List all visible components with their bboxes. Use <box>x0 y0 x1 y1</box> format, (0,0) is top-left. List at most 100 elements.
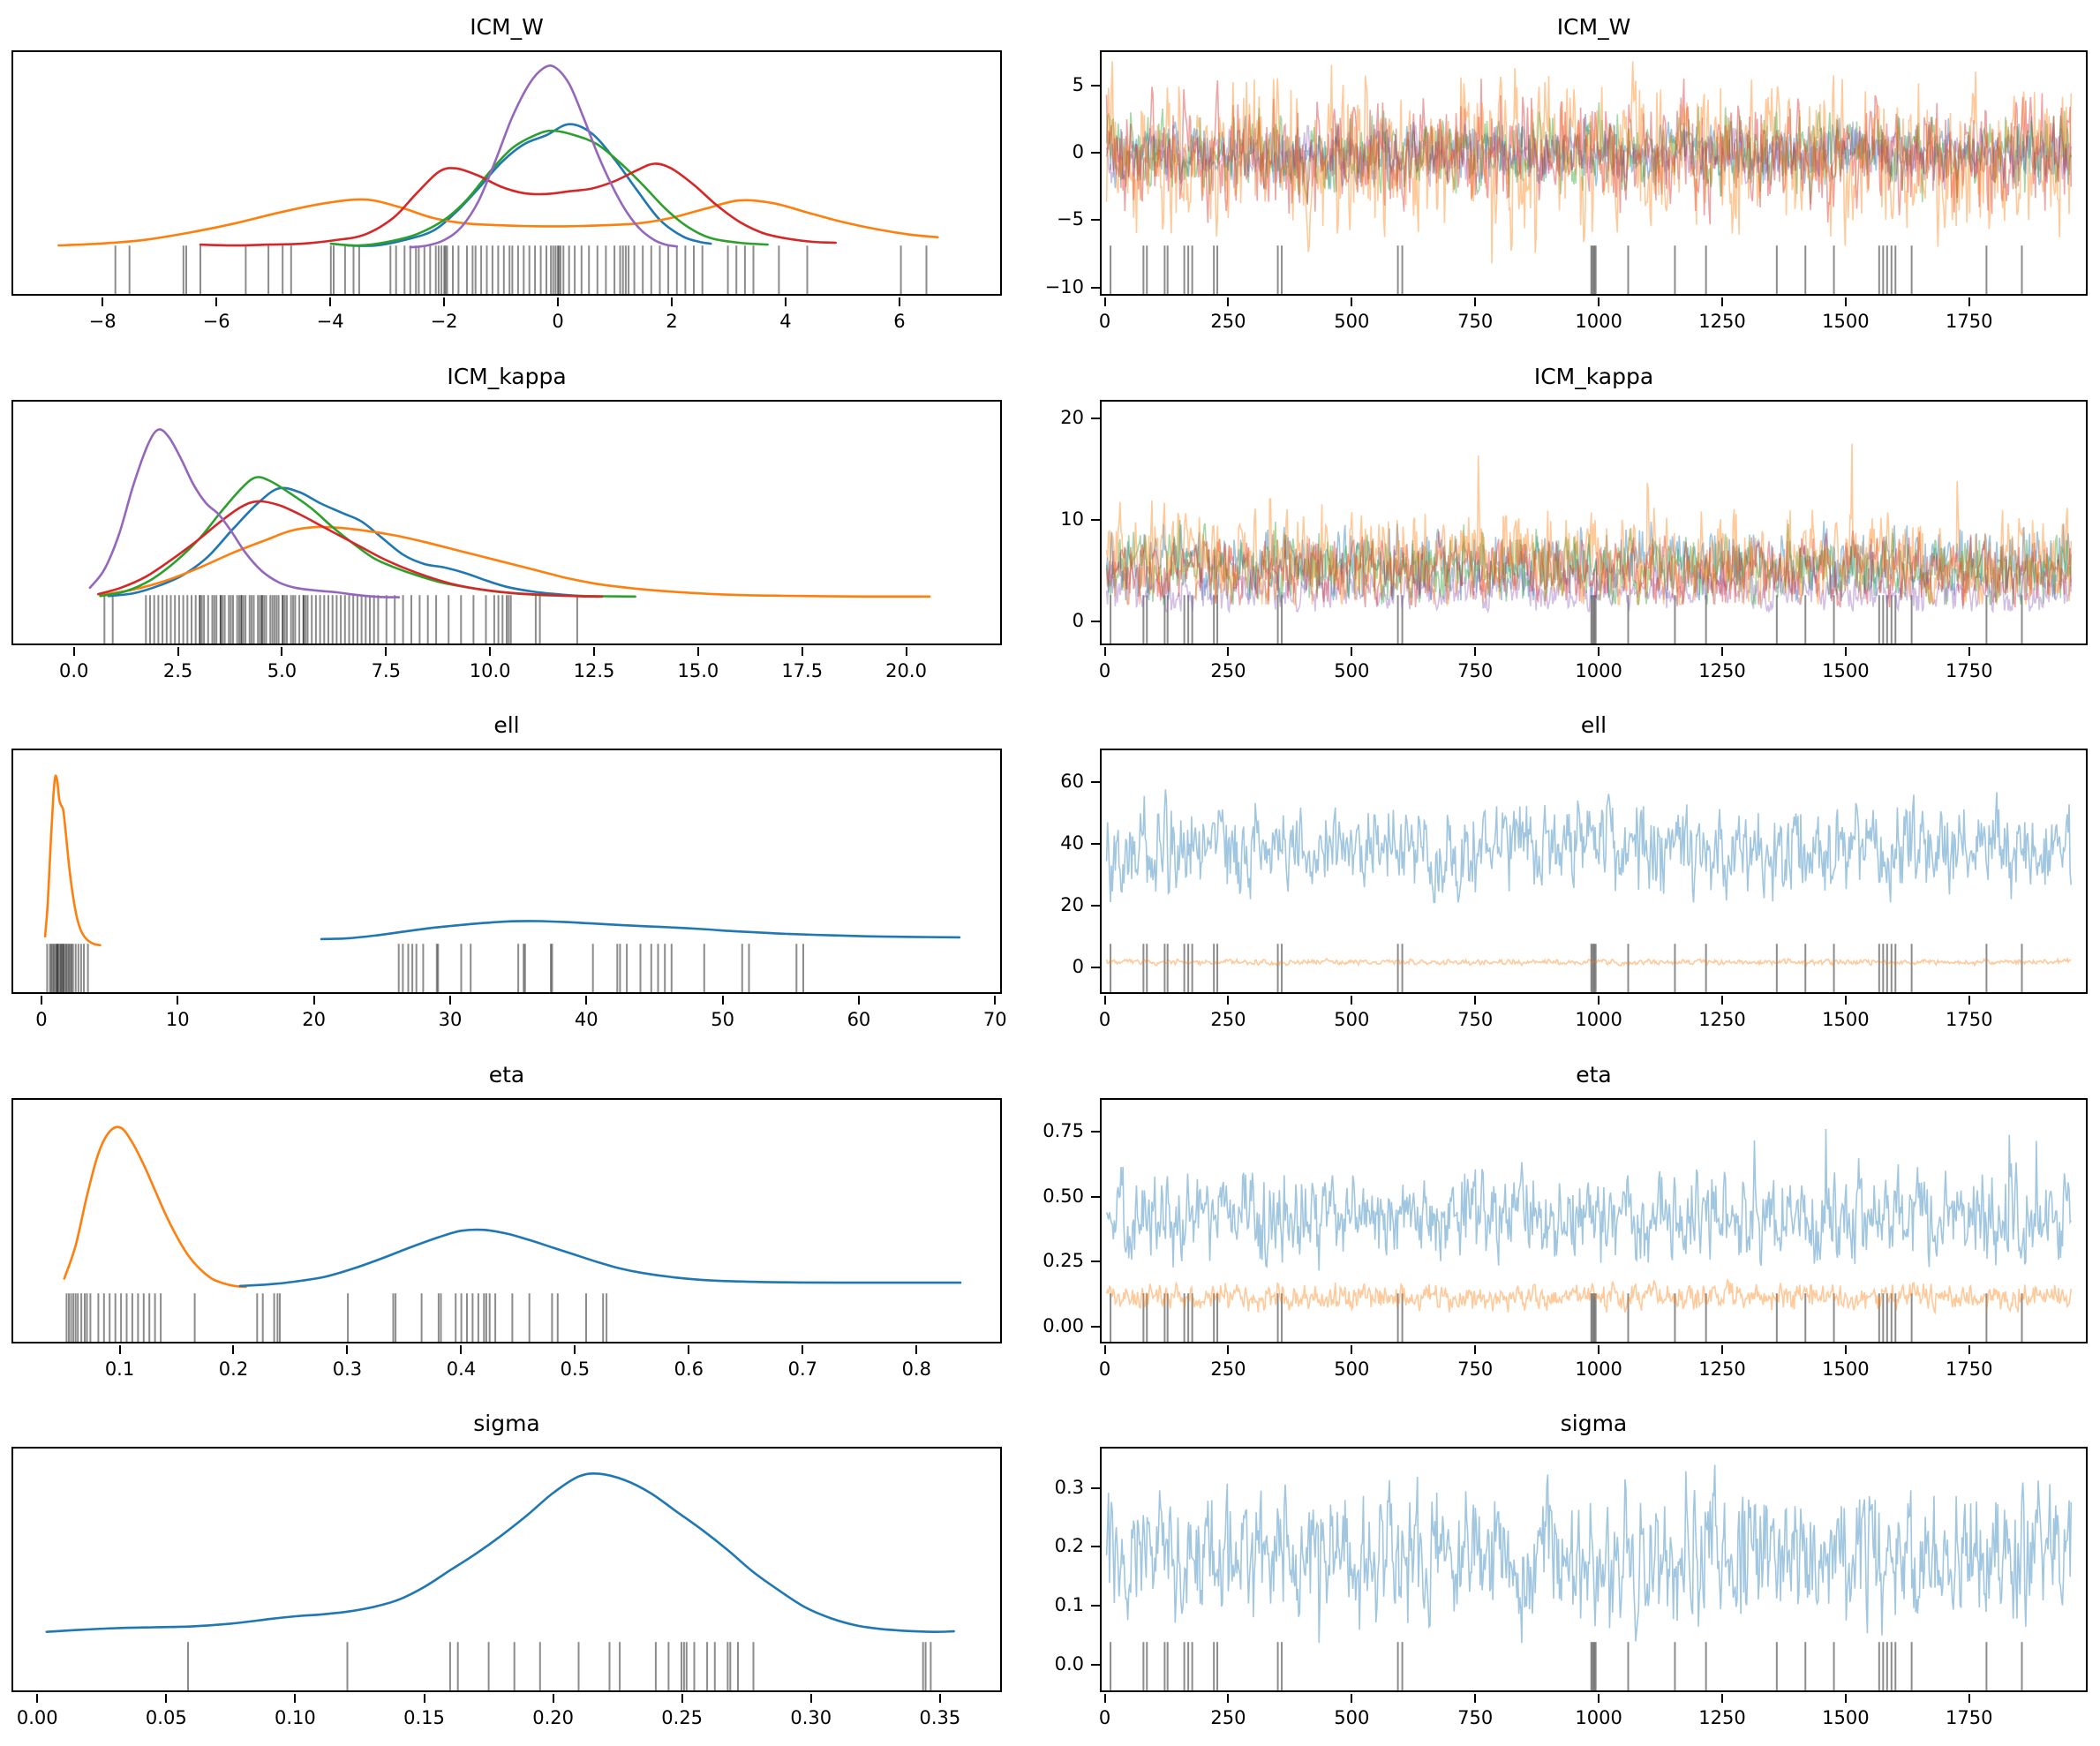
x-tick-label: 250 <box>1210 1358 1246 1380</box>
x-tick-mark <box>1474 1345 1477 1354</box>
trace-x-axis: 0 250 500 750 1000 1250 1500 1750 <box>1099 1694 2088 1743</box>
y-tick-mark <box>1091 418 1100 419</box>
x-tick-mark <box>802 1345 804 1354</box>
kde-curve-C1 <box>57 198 939 247</box>
x-tick-label: 750 <box>1457 1707 1494 1728</box>
x-tick-mark <box>294 1694 297 1703</box>
x-tick-mark <box>1474 1694 1477 1703</box>
x-tick-mark <box>688 1345 690 1354</box>
x-tick-mark <box>857 996 860 1005</box>
x-tick-label: 1500 <box>1822 660 1870 681</box>
trace-y-axis: 0 20 40 60 <box>975 749 1100 994</box>
x-tick-label: 500 <box>1334 1358 1370 1380</box>
y-tick-mark <box>1091 219 1100 221</box>
x-tick-label: 0.4 <box>446 1358 477 1380</box>
x-tick-mark <box>40 996 42 1005</box>
x-tick-mark <box>232 1345 235 1354</box>
trace-x-axis: 0 250 500 750 1000 1250 1500 1750 <box>1099 1345 2088 1395</box>
x-tick-mark <box>1351 996 1353 1005</box>
y-tick-label: 0.0 <box>1054 1653 1084 1675</box>
x-tick-mark <box>72 647 75 656</box>
x-tick-label: 1250 <box>1698 1358 1746 1380</box>
trace-line-C3 <box>1105 531 2073 608</box>
trace-canvas <box>1105 1464 2073 1690</box>
kde-curve-C0 <box>238 1228 962 1288</box>
y-tick-mark <box>1091 1605 1100 1607</box>
y-tick-mark <box>1091 519 1100 521</box>
x-tick-mark <box>1103 297 1106 306</box>
x-tick-mark <box>1844 996 1847 1005</box>
x-tick-label: 2 <box>666 311 678 332</box>
y-tick-label: −10 <box>1044 276 1084 297</box>
x-tick-label: 0.25 <box>661 1707 704 1728</box>
kde-curve-C4 <box>409 64 679 249</box>
x-tick-mark <box>1227 647 1230 656</box>
x-tick-mark <box>1474 996 1477 1005</box>
kde-panel <box>11 749 1002 994</box>
y-tick-label: 20 <box>1060 407 1084 428</box>
trace-y-axis: 0 10 20 <box>975 400 1100 645</box>
trace-panel <box>1100 1098 2088 1343</box>
y-tick-mark <box>1091 843 1100 845</box>
kde-curve-C0 <box>346 123 712 247</box>
x-tick-mark <box>784 297 787 306</box>
x-tick-label: 0.5 <box>560 1358 591 1380</box>
y-tick-label: 0.3 <box>1054 1477 1084 1498</box>
x-tick-label: 30 <box>438 1009 463 1030</box>
y-tick-mark <box>1091 1487 1100 1489</box>
trace-line-C4 <box>1105 562 2073 614</box>
x-tick-mark <box>552 1694 554 1703</box>
x-tick-mark <box>1351 1694 1353 1703</box>
x-tick-mark <box>696 647 699 656</box>
y-tick-label: 60 <box>1060 771 1084 792</box>
x-tick-label: 7.5 <box>371 660 401 681</box>
y-tick-label: 5 <box>1072 74 1084 95</box>
kde-panel <box>11 400 1002 645</box>
y-tick-label: 0 <box>1072 956 1084 977</box>
x-tick-mark <box>215 297 218 306</box>
x-tick-label: 1750 <box>1945 1358 1993 1380</box>
kde-x-axis: 0.0 2.5 5.0 7.5 10.0 12.5 15.0 17.5 20.0 <box>11 647 1002 696</box>
trace-panel <box>1100 50 2088 296</box>
kde-panel <box>11 1447 1002 1692</box>
trace-line-C1 <box>1105 443 2073 607</box>
x-tick-label: 10 <box>165 1009 190 1030</box>
x-tick-mark <box>801 647 803 656</box>
kde-x-axis: 0.00 0.05 0.10 0.15 0.20 0.25 0.30 0.35 <box>11 1694 1002 1743</box>
x-tick-mark <box>593 647 595 656</box>
x-tick-mark <box>1103 1345 1106 1354</box>
x-tick-label: 70 <box>982 1009 1007 1030</box>
x-tick-label: 0.2 <box>218 1358 249 1380</box>
y-tick-mark <box>1091 967 1100 968</box>
x-tick-mark <box>177 647 179 656</box>
x-tick-label: 17.5 <box>781 660 824 681</box>
trace-canvas <box>1105 1128 2073 1342</box>
trace-panel <box>1100 400 2088 645</box>
y-tick-label: 0.75 <box>1042 1120 1084 1141</box>
subplot-title: ell <box>493 712 520 738</box>
x-tick-mark <box>312 996 315 1005</box>
trace-y-axis: 0.00 0.25 0.50 0.75 <box>975 1098 1100 1343</box>
kde-curve-C4 <box>88 428 401 598</box>
x-tick-label: 250 <box>1210 311 1246 332</box>
subplot-kde-row3: ell 0 10 20 30 40 50 60 70 <box>11 698 1007 1048</box>
x-tick-mark <box>1351 297 1353 306</box>
y-tick-mark <box>1091 1261 1100 1262</box>
trace-line-C0 <box>1105 1464 2073 1644</box>
kde-curve-C1 <box>63 1125 247 1289</box>
y-tick-label: 0 <box>1072 141 1084 162</box>
kde-curve-C1 <box>43 774 102 947</box>
x-tick-mark <box>1598 1694 1600 1703</box>
x-tick-mark <box>1103 647 1106 656</box>
x-tick-label: 1000 <box>1575 1009 1622 1030</box>
x-tick-mark <box>905 647 907 656</box>
kde-x-axis: 0 10 20 30 40 50 60 70 <box>11 996 1007 1045</box>
kde-curve-C3 <box>97 500 604 598</box>
subplot-title: sigma <box>473 1411 540 1436</box>
y-tick-label: 0.1 <box>1054 1594 1084 1615</box>
x-tick-mark <box>1720 1345 1723 1354</box>
x-tick-label: 10.0 <box>469 660 511 681</box>
x-tick-label: 20 <box>302 1009 326 1030</box>
trace-line-C0 <box>1105 789 2073 904</box>
